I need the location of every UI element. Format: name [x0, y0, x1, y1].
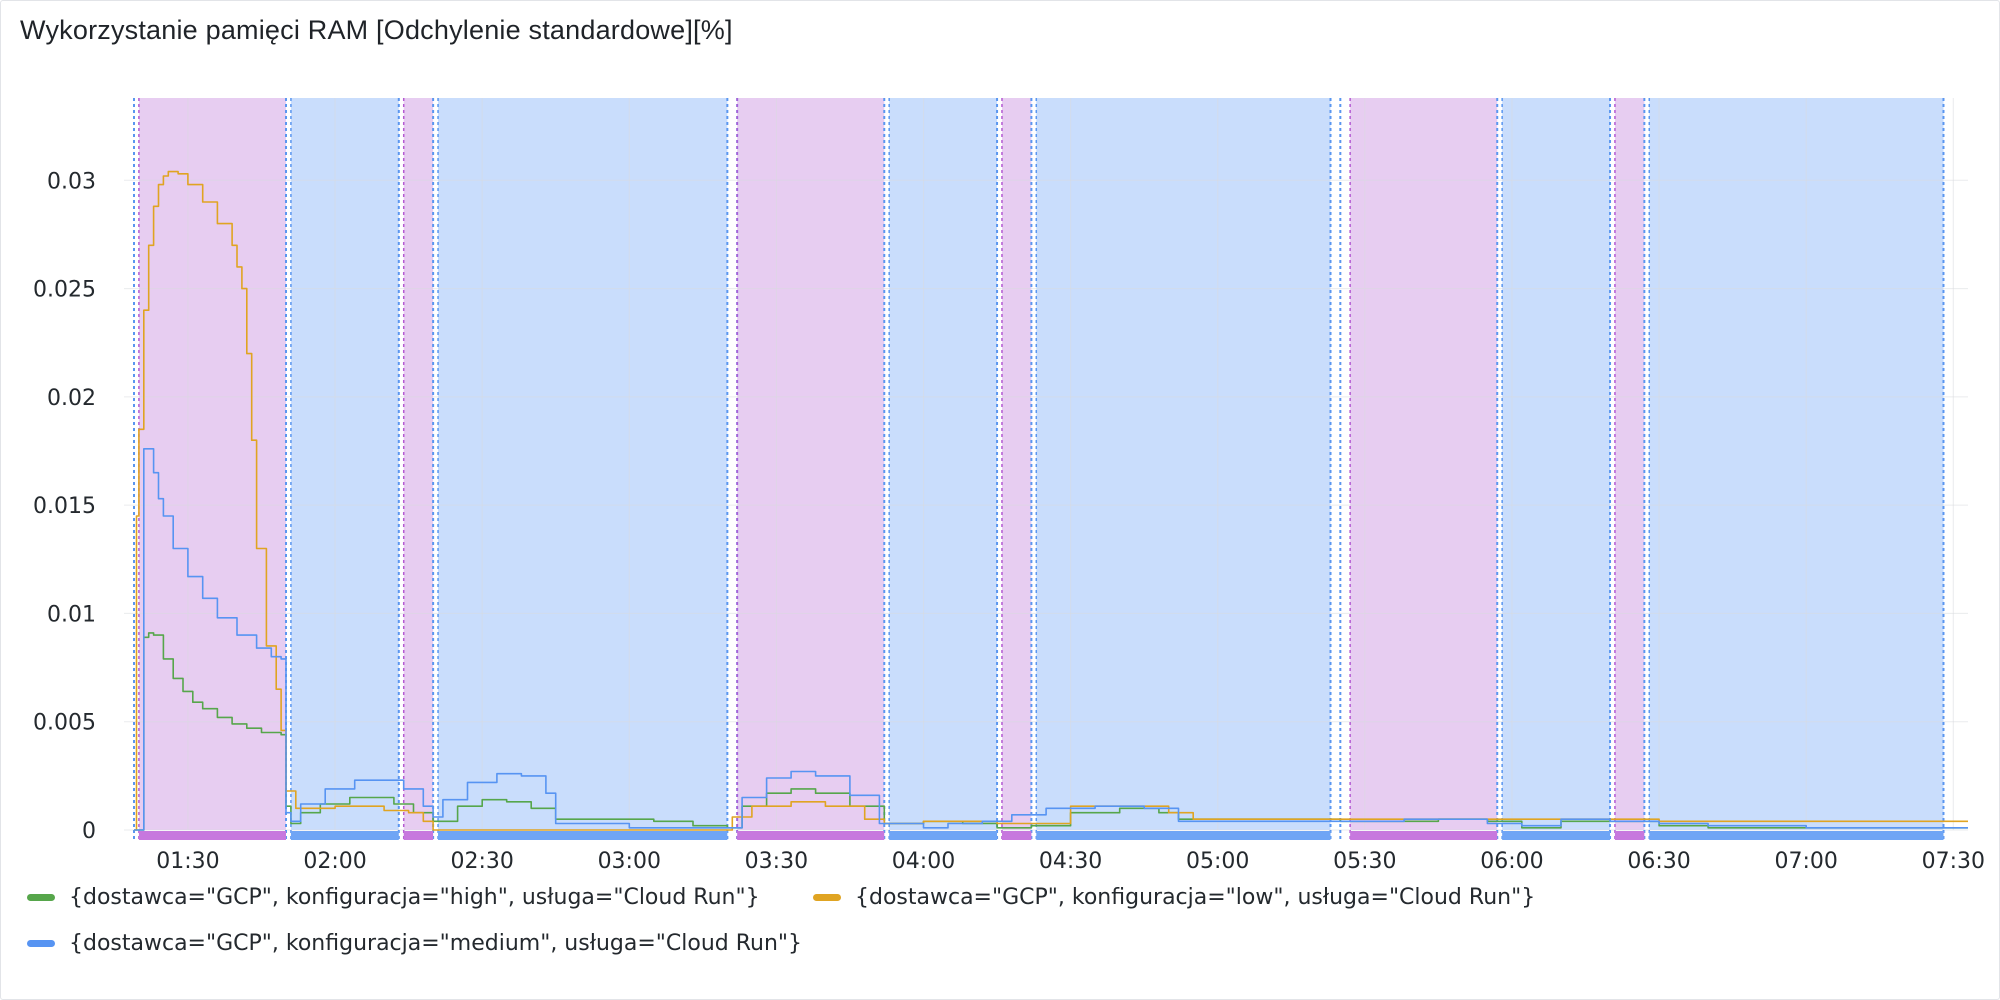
legend-swatch: [27, 894, 55, 901]
annotation-regions: [138, 98, 1944, 830]
annotation-region-purple: [138, 98, 287, 830]
legend-label: {dostawca="GCP", konfiguracja="low", usł…: [855, 885, 1536, 910]
annotation-strip-blue[interactable]: [1036, 831, 1331, 840]
x-tick-label: 06:30: [1627, 849, 1690, 874]
legend-item[interactable]: {dostawca="GCP", konfiguracja="low", usł…: [813, 885, 1535, 910]
legend-label: {dostawca="GCP", konfiguracja="medium", …: [69, 931, 803, 956]
panel-title: Wykorzystanie pamięci RAM [Odchylenie st…: [20, 15, 733, 45]
annotation-region-purple: [1001, 98, 1032, 830]
annotation-strip-purple[interactable]: [403, 831, 434, 840]
y-tick-label: 0.005: [33, 711, 96, 736]
annotation-strip-purple[interactable]: [138, 831, 287, 840]
annotation-strip-purple[interactable]: [737, 831, 885, 840]
annotation-region-purple: [1350, 98, 1498, 830]
x-tick-label: 04:00: [892, 849, 955, 874]
legend-item[interactable]: {dostawca="GCP", konfiguracja="high", us…: [27, 885, 760, 910]
axes: 0 0.005 0.01 0.015 0.02 0.025 0.03 01:30 02:00 02…: [33, 169, 1985, 874]
x-tick-label: 01:30: [156, 849, 219, 874]
y-tick-label: 0: [82, 819, 96, 844]
x-tick-label: 03:30: [745, 849, 808, 874]
annotation-strip-purple[interactable]: [1001, 831, 1032, 840]
annotation-strip-blue[interactable]: [1502, 831, 1611, 840]
annotation-strip-blue[interactable]: [290, 831, 399, 840]
legend-swatch: [27, 940, 55, 947]
legend-swatch: [813, 894, 841, 901]
annotation-region-blue: [290, 98, 399, 830]
annotation-region-blue: [889, 98, 998, 830]
y-tick-label: 0.03: [47, 169, 96, 194]
annotation-region-blue: [1036, 98, 1331, 830]
legend-item[interactable]: {dostawca="GCP", konfiguracja="medium", …: [27, 931, 802, 956]
series-line-2[interactable]: [134, 448, 1968, 831]
legend-label: {dostawca="GCP", konfiguracja="high", us…: [69, 885, 760, 910]
annotation-strip-blue[interactable]: [438, 831, 728, 840]
x-tick-label: 04:30: [1039, 849, 1102, 874]
annotation-region-blue: [438, 98, 728, 830]
x-tick-label: 06:00: [1480, 849, 1543, 874]
y-tick-label: 0.015: [33, 494, 96, 519]
annotation-strip-blue[interactable]: [1649, 831, 1944, 840]
annotation-strip-blue[interactable]: [889, 831, 998, 840]
x-tick-label: 05:00: [1186, 849, 1249, 874]
y-tick-label: 0.02: [47, 386, 96, 411]
annotation-strip-purple[interactable]: [1614, 831, 1645, 840]
series-line-1[interactable]: [134, 170, 1968, 831]
annotation-region-blue: [1502, 98, 1611, 830]
annotation-strips: [138, 831, 1944, 840]
grid: [124, 98, 1968, 831]
x-tick-label: 07:30: [1922, 849, 1985, 874]
y-tick-label: 0.01: [47, 602, 96, 627]
y-tick-label: 0.025: [33, 278, 96, 303]
annotation-region-purple: [1614, 98, 1645, 830]
x-tick-label: 02:00: [303, 849, 366, 874]
annotation-markers: [133, 98, 1945, 840]
x-tick-label: 02:30: [450, 849, 513, 874]
annotation-region-purple: [737, 98, 885, 830]
annotation-region-purple: [403, 98, 434, 830]
series-lines: [134, 170, 1968, 831]
x-tick-label: 07:00: [1774, 849, 1837, 874]
x-tick-label: 05:30: [1333, 849, 1396, 874]
annotation-strip-purple[interactable]: [1350, 831, 1498, 840]
x-tick-label: 03:00: [598, 849, 661, 874]
annotation-region-blue: [1649, 98, 1944, 830]
